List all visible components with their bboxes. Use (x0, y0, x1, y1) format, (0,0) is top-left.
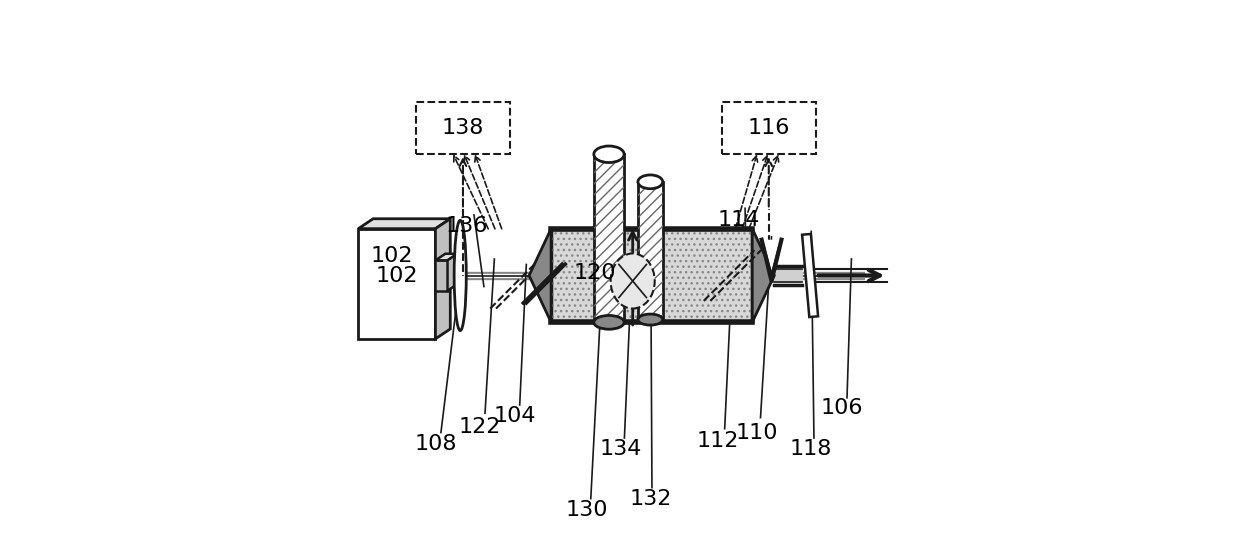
Ellipse shape (594, 146, 624, 163)
Bar (358, 229, 435, 339)
Polygon shape (448, 253, 458, 291)
Text: 106: 106 (820, 398, 863, 418)
Text: 122: 122 (459, 417, 501, 437)
Text: 132: 132 (629, 489, 672, 509)
Text: 130: 130 (565, 500, 608, 520)
Polygon shape (753, 229, 774, 322)
Text: 120: 120 (600, 266, 642, 285)
Text: 134: 134 (600, 439, 642, 459)
Bar (551, 229, 753, 322)
Ellipse shape (594, 315, 624, 329)
Text: 102: 102 (376, 266, 418, 285)
Text: 116: 116 (748, 118, 790, 138)
Text: 102: 102 (371, 246, 413, 266)
Bar (802, 234, 818, 317)
Polygon shape (761, 240, 781, 281)
Bar (637, 182, 662, 320)
Bar (551, 229, 753, 322)
Ellipse shape (454, 220, 466, 331)
Text: 114: 114 (717, 210, 760, 230)
Text: 108: 108 (414, 434, 456, 453)
Text: 138: 138 (441, 118, 484, 138)
Bar (594, 154, 624, 322)
Ellipse shape (610, 253, 655, 309)
FancyBboxPatch shape (722, 102, 816, 154)
Text: 110: 110 (735, 423, 777, 442)
Ellipse shape (637, 175, 662, 188)
FancyBboxPatch shape (417, 102, 510, 154)
Polygon shape (529, 229, 551, 322)
Text: 112: 112 (697, 431, 739, 451)
Text: 120: 120 (574, 263, 616, 283)
Bar (637, 182, 662, 320)
Bar (594, 154, 624, 322)
Polygon shape (358, 219, 450, 229)
Polygon shape (435, 219, 450, 339)
Ellipse shape (637, 314, 662, 325)
Polygon shape (435, 253, 458, 261)
Text: 118: 118 (790, 439, 832, 459)
Text: 136: 136 (445, 216, 489, 236)
Text: 104: 104 (494, 406, 537, 426)
Bar (435, 261, 448, 291)
